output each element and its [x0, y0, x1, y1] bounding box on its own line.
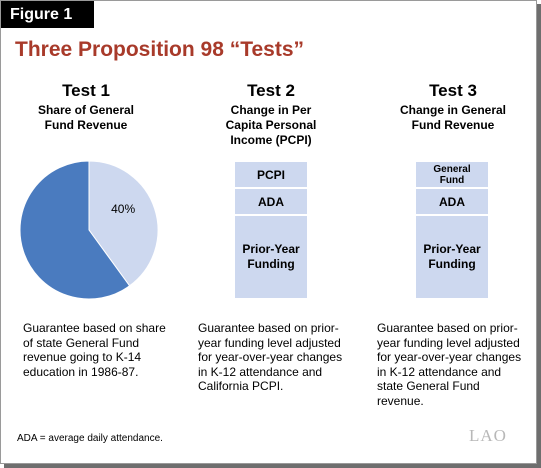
desc-line: in K-12 attendance and — [377, 364, 502, 379]
pcpi-block: PCPI — [235, 162, 307, 187]
ada-block: ADA — [235, 189, 307, 214]
test-1-subtitle-line: Share of General — [37, 103, 135, 117]
test-3-subtitle-line: Fund Revenue — [411, 118, 495, 132]
test-1-subtitle: Share of General Fund Revenue — [1, 103, 171, 133]
prior-year-funding-block: Prior-Year Funding — [416, 216, 488, 298]
desc-line: education in 1986-87. — [23, 364, 139, 379]
ada-block: ADA — [416, 189, 488, 214]
test-2-subtitle-line: Change in Per — [230, 103, 312, 117]
test-2-description: Guarantee based on prior- year funding l… — [198, 321, 348, 394]
figure-title: Three Proposition 98 “Tests” — [15, 38, 305, 61]
pie-slice-label: 40% — [111, 202, 135, 216]
test-3-description: Guarantee based on prior- year funding l… — [377, 321, 527, 408]
test-2-heading: Test 2 — [247, 81, 295, 100]
desc-line: year funding level adjusted — [377, 335, 520, 350]
prior-year-funding-block: Prior-Year Funding — [235, 216, 307, 298]
test-1-description: Guarantee based on share of state Genera… — [23, 321, 173, 379]
desc-line: year funding level adjusted — [198, 335, 341, 350]
test-3-header: Test 3 Change in General Fund Revenue — [368, 81, 536, 133]
desc-line: Guarantee based on prior- — [377, 321, 518, 335]
test-1-heading: Test 1 — [62, 81, 110, 100]
desc-line: in K-12 attendance and — [198, 364, 323, 379]
test-3-subtitle: Change in General Fund Revenue — [368, 103, 536, 133]
desc-line: state General Fund revenue. — [377, 379, 480, 408]
test-3-subtitle-line: Change in General — [399, 103, 507, 117]
desc-line: for year-over-year changes — [198, 350, 343, 364]
lao-logo: LAO — [469, 426, 507, 445]
desc-line: California PCPI. — [198, 379, 284, 393]
figure-label: Figure 1 — [1, 1, 94, 28]
desc-line: of state General Fund — [23, 335, 140, 350]
desc-line: revenue going to K-14 — [23, 350, 142, 364]
test-1-header: Test 1 Share of General Fund Revenue — [1, 81, 171, 133]
test-1-pie-chart: 40% — [19, 160, 159, 300]
test-2-subtitle: Change in Per Capita Personal Income (PC… — [186, 103, 356, 148]
desc-line: Guarantee based on prior- — [198, 321, 339, 335]
test-2-subtitle-line: Income (PCPI) — [230, 133, 312, 147]
test-1-subtitle-line: Fund Revenue — [44, 118, 128, 132]
desc-line: Guarantee based on share — [23, 321, 166, 335]
pie-slice — [88, 160, 159, 287]
general-fund-block: General Fund — [416, 162, 488, 187]
test-2-subtitle-line: Capita Personal — [225, 118, 317, 132]
test-2-header: Test 2 Change in Per Capita Personal Inc… — [186, 81, 356, 148]
desc-line: for year-over-year changes — [377, 350, 522, 364]
footnote: ADA = average daily attendance. — [17, 433, 163, 444]
pie-slice — [19, 160, 131, 300]
test-3-heading: Test 3 — [429, 81, 477, 100]
